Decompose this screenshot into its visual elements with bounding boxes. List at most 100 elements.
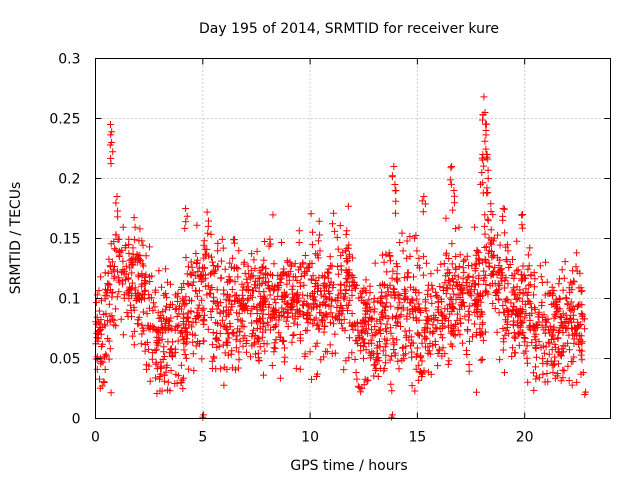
data-point — [217, 365, 225, 373]
data-point — [495, 295, 503, 303]
data-point — [411, 387, 419, 395]
data-point — [466, 337, 473, 345]
data-point — [313, 302, 321, 310]
data-point — [223, 291, 231, 298]
data-point — [188, 263, 196, 271]
data-point — [207, 230, 215, 238]
data-point — [303, 315, 311, 323]
data-point — [409, 339, 417, 347]
data-point — [445, 277, 453, 285]
data-point — [342, 247, 350, 255]
data-point — [437, 260, 445, 268]
data-point — [192, 250, 200, 257]
data-point — [525, 281, 533, 289]
data-point — [134, 320, 142, 328]
data-point — [259, 306, 267, 314]
data-point — [240, 283, 248, 291]
data-point — [194, 256, 201, 264]
data-point — [429, 342, 437, 350]
data-point — [244, 296, 252, 304]
data-point — [96, 327, 104, 334]
data-point — [501, 205, 508, 213]
data-point — [182, 300, 190, 307]
data-point — [320, 353, 328, 361]
data-point — [459, 339, 467, 347]
data-point — [208, 365, 216, 372]
data-point — [508, 310, 516, 318]
data-point — [114, 207, 122, 215]
data-point — [198, 296, 206, 304]
data-point — [244, 262, 252, 270]
data-point — [296, 307, 303, 315]
data-point — [275, 316, 283, 324]
data-point — [477, 356, 485, 364]
data-point — [296, 365, 304, 373]
data-point — [107, 121, 114, 128]
data-point — [256, 343, 264, 351]
data-point — [553, 308, 560, 316]
data-point — [255, 354, 263, 362]
data-point — [266, 314, 274, 322]
data-point — [445, 317, 452, 325]
data-point — [337, 320, 345, 328]
data-point — [241, 269, 249, 277]
data-point — [251, 264, 259, 272]
data-point — [157, 358, 165, 366]
data-point — [235, 348, 243, 356]
data-point — [377, 320, 385, 328]
data-point — [496, 282, 504, 290]
data-point — [396, 299, 404, 307]
data-point — [266, 235, 274, 243]
data-point — [274, 292, 282, 300]
data-point — [233, 332, 241, 340]
data-point — [184, 280, 192, 287]
data-point — [106, 345, 114, 353]
data-point — [345, 250, 353, 258]
data-point — [234, 273, 242, 281]
data-point — [521, 300, 529, 308]
data-point — [226, 259, 234, 267]
data-point — [223, 365, 231, 373]
data-point — [581, 315, 589, 323]
data-point — [108, 139, 116, 146]
data-point — [284, 323, 292, 330]
data-point — [301, 252, 309, 259]
data-point — [119, 331, 127, 339]
data-point — [281, 344, 288, 352]
data-point — [394, 294, 402, 302]
data-point — [129, 244, 137, 252]
data-point — [276, 374, 284, 382]
data-point — [525, 298, 533, 305]
data-point — [328, 350, 336, 358]
data-point — [128, 279, 136, 287]
data-point — [460, 284, 468, 292]
data-point — [261, 295, 269, 303]
data-point — [219, 341, 227, 349]
data-point — [542, 258, 549, 266]
data-point — [486, 239, 494, 247]
data-point — [456, 331, 464, 339]
data-point — [342, 266, 350, 274]
data-point — [93, 313, 101, 321]
data-point — [490, 234, 498, 242]
data-point — [525, 262, 533, 270]
data-point — [185, 281, 193, 289]
data-point — [214, 262, 222, 270]
data-point — [343, 278, 351, 286]
data-point — [415, 376, 423, 384]
data-point — [314, 320, 322, 328]
data-point — [225, 276, 233, 284]
data-point — [194, 338, 202, 345]
data-point — [174, 323, 181, 331]
data-point — [432, 314, 440, 322]
data-point — [460, 257, 467, 265]
data-point — [481, 222, 489, 230]
data-point — [108, 288, 116, 296]
data-point — [344, 202, 352, 210]
data-point — [93, 329, 101, 337]
data-point — [112, 231, 120, 239]
data-point — [141, 286, 149, 294]
data-point — [142, 271, 150, 279]
data-point — [209, 262, 217, 270]
data-point — [226, 323, 234, 331]
